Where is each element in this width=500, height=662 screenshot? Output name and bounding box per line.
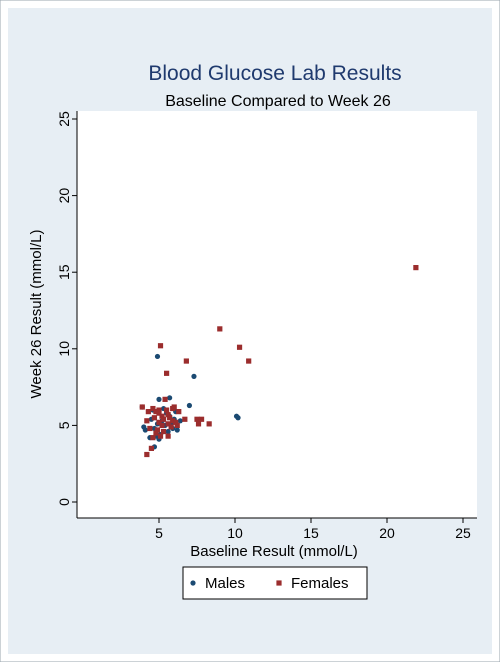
legend: Males Females bbox=[182, 566, 368, 600]
tick-labels: 0 5 10 15 20 25 5 10 15 20 25 bbox=[56, 111, 471, 541]
female-data-point bbox=[164, 407, 170, 413]
female-data-point bbox=[160, 416, 167, 422]
female-data-point bbox=[145, 409, 151, 415]
plot-area bbox=[77, 111, 477, 518]
female-data-point bbox=[170, 418, 176, 424]
x-axis-label: Baseline Result (mmol/L) bbox=[190, 543, 358, 560]
female-data-point bbox=[182, 416, 188, 422]
female-data-point bbox=[413, 265, 419, 271]
female-data-point bbox=[176, 409, 182, 415]
male-data-point bbox=[142, 427, 148, 433]
female-data-point bbox=[156, 419, 162, 425]
x-tick-label: 5 bbox=[155, 525, 163, 541]
female-data-point bbox=[144, 451, 150, 458]
male-data-point bbox=[165, 428, 171, 435]
female-data-point bbox=[162, 396, 168, 402]
legend-label: Males bbox=[205, 575, 245, 592]
female-data-point bbox=[160, 428, 167, 435]
female-data-point bbox=[165, 433, 171, 439]
female-data-point bbox=[167, 415, 173, 421]
y-tick-label: 15 bbox=[56, 264, 72, 280]
male-data-point bbox=[154, 353, 161, 360]
female-data-point bbox=[151, 415, 158, 421]
female-data-point bbox=[165, 412, 171, 418]
x-tick-label: 20 bbox=[379, 525, 395, 541]
female-data-point bbox=[168, 424, 174, 430]
male-data-point bbox=[156, 396, 162, 402]
male-data-point bbox=[167, 395, 173, 401]
female-data-point bbox=[171, 404, 177, 410]
female-data-point bbox=[156, 410, 162, 416]
female-data-point bbox=[183, 358, 189, 364]
x-tick-label: 15 bbox=[303, 525, 319, 541]
male-data-point bbox=[177, 418, 183, 424]
female-data-point bbox=[195, 421, 202, 427]
y-tick-label: 0 bbox=[56, 498, 72, 506]
chart-title: Blood Glucose Lab Results bbox=[148, 62, 401, 85]
female-data-point bbox=[236, 344, 243, 350]
female-data-point bbox=[144, 418, 150, 424]
female-data-point bbox=[157, 433, 164, 439]
female-data-point bbox=[159, 413, 165, 419]
female-data-point bbox=[164, 370, 170, 376]
legend-box bbox=[182, 566, 368, 600]
y-tick-label: 10 bbox=[56, 341, 72, 357]
legend-label: Females bbox=[291, 575, 349, 592]
female-data-point bbox=[154, 427, 161, 433]
data-points bbox=[139, 265, 419, 458]
female-data-point bbox=[148, 445, 154, 451]
female-data-point bbox=[206, 421, 212, 427]
male-data-point bbox=[191, 373, 197, 379]
y-tick-label: 25 bbox=[56, 111, 72, 127]
y-axis-label: Week 26 Result (mmol/L) bbox=[28, 230, 45, 399]
legend-items: Males Females bbox=[190, 575, 349, 592]
legend-male-marker bbox=[190, 580, 196, 586]
female-data-point bbox=[246, 358, 252, 364]
female-data-point bbox=[165, 421, 171, 427]
female-data-point bbox=[153, 409, 159, 415]
y-tick-label: 20 bbox=[56, 188, 72, 204]
female-data-point bbox=[156, 407, 162, 413]
female-data-point bbox=[150, 405, 156, 412]
female-data-point bbox=[139, 404, 145, 410]
x-tick-label: 10 bbox=[227, 525, 243, 541]
female-data-point bbox=[198, 416, 205, 422]
female-data-point bbox=[153, 430, 159, 436]
axes bbox=[72, 111, 477, 523]
female-data-point bbox=[147, 425, 153, 432]
female-data-point bbox=[150, 435, 156, 441]
female-data-point bbox=[157, 343, 164, 349]
x-tick-label: 25 bbox=[455, 525, 471, 541]
chart-subtitle: Baseline Compared to Week 26 bbox=[165, 93, 391, 110]
male-data-point bbox=[186, 402, 192, 409]
female-data-point bbox=[194, 416, 200, 422]
female-data-point bbox=[217, 326, 223, 332]
female-data-point bbox=[173, 419, 179, 425]
male-data-point bbox=[174, 427, 180, 433]
male-data-point bbox=[235, 415, 241, 421]
female-data-point bbox=[159, 422, 165, 428]
legend-female-marker bbox=[276, 580, 282, 586]
female-data-point bbox=[174, 422, 180, 428]
y-tick-label: 5 bbox=[56, 421, 72, 429]
